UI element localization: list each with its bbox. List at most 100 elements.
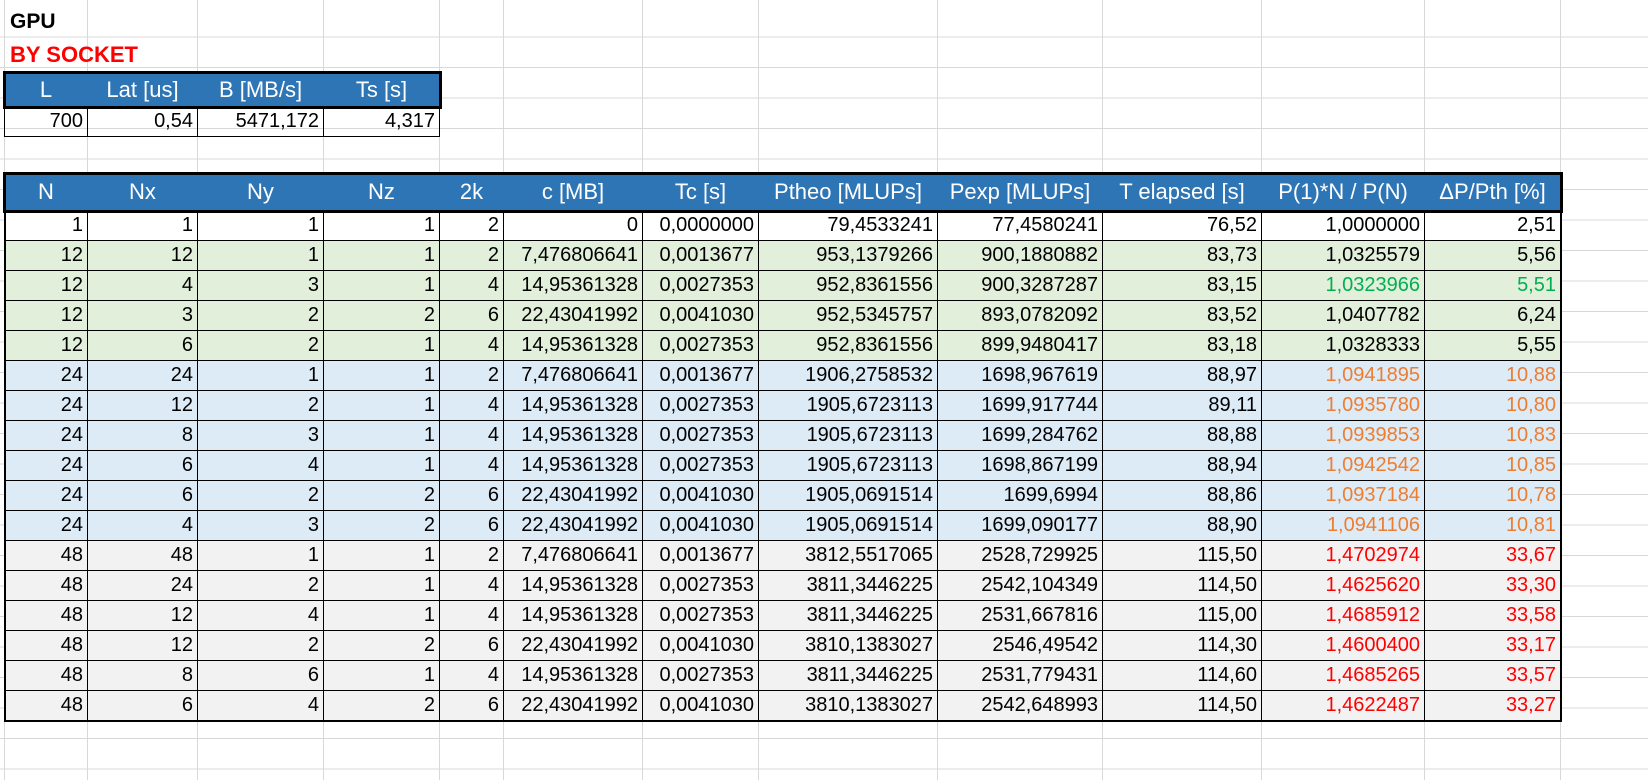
cell-tc[interactable]: 0,0041030 xyxy=(642,630,759,661)
cell-nz[interactable]: 1 xyxy=(323,570,440,601)
cell-delta-p[interactable]: 10,78 xyxy=(1424,480,1561,511)
cell-nz[interactable]: 1 xyxy=(323,390,440,421)
cell-speedup-ratio[interactable]: 1,0325579 xyxy=(1261,240,1425,271)
header-cell-pexp[interactable]: Pexp [MLUPs] xyxy=(937,174,1103,211)
cell-delta-p[interactable]: 10,83 xyxy=(1424,420,1561,451)
cell-nx[interactable]: 6 xyxy=(87,450,198,481)
cell-n[interactable]: 24 xyxy=(4,390,88,421)
cell-delta-p[interactable]: 33,57 xyxy=(1424,660,1561,691)
cell-delta-p[interactable]: 5,56 xyxy=(1424,240,1561,271)
header-cell-2k[interactable]: 2k xyxy=(439,174,504,211)
cell-t-elapsed[interactable]: 88,97 xyxy=(1102,360,1262,391)
cell-c-mb[interactable]: 14,95361328 xyxy=(503,450,643,481)
cell-pexp[interactable]: 900,1880882 xyxy=(937,240,1103,271)
cell-ptheo[interactable]: 1905,6723113 xyxy=(758,390,938,421)
cell-2k[interactable]: 2 xyxy=(439,360,504,391)
cell-nx[interactable]: 6 xyxy=(87,690,198,721)
cell-delta-p[interactable]: 33,67 xyxy=(1424,540,1561,571)
cell-pexp[interactable]: 1699,284762 xyxy=(937,420,1103,451)
cell-nz[interactable]: 2 xyxy=(323,630,440,661)
cell-2k[interactable]: 2 xyxy=(439,540,504,571)
cell-pexp[interactable]: 2531,779431 xyxy=(937,660,1103,691)
cell-pexp[interactable]: 893,0782092 xyxy=(937,300,1103,331)
cell-t-elapsed[interactable]: 114,30 xyxy=(1102,630,1262,661)
cell-ptheo[interactable]: 1905,6723113 xyxy=(758,450,938,481)
cell-t-elapsed[interactable]: 88,88 xyxy=(1102,420,1262,451)
cell-nz[interactable]: 1 xyxy=(323,240,440,271)
cell-pexp[interactable]: 2528,729925 xyxy=(937,540,1103,571)
cell-nx[interactable]: 4 xyxy=(87,510,198,541)
cell-ptheo[interactable]: 1905,0691514 xyxy=(758,510,938,541)
cell-nz[interactable]: 1 xyxy=(323,660,440,691)
cell-n[interactable]: 48 xyxy=(4,570,88,601)
cell-pexp[interactable]: 1699,6994 xyxy=(937,480,1103,511)
cell-ptheo[interactable]: 1906,2758532 xyxy=(758,360,938,391)
cell-n[interactable]: 12 xyxy=(4,240,88,271)
cell-nx[interactable]: 12 xyxy=(87,630,198,661)
cell-delta-p[interactable]: 33,58 xyxy=(1424,600,1561,631)
cell-pexp[interactable]: 77,4580241 xyxy=(937,210,1103,241)
cell-tc[interactable]: 0,0027353 xyxy=(642,270,759,301)
cell-c-mb[interactable]: 22,43041992 xyxy=(503,630,643,661)
cell-2k[interactable]: 4 xyxy=(439,420,504,451)
cell-tc[interactable]: 0,0027353 xyxy=(642,450,759,481)
header-cell-ts[interactable]: Ts [s] xyxy=(323,73,440,107)
cell-nz[interactable]: 1 xyxy=(323,540,440,571)
cell-ptheo[interactable]: 953,1379266 xyxy=(758,240,938,271)
cell-speedup-ratio[interactable]: 1,0407782 xyxy=(1261,300,1425,331)
cell-delta-p[interactable]: 33,30 xyxy=(1424,570,1561,601)
cell-n[interactable]: 48 xyxy=(4,630,88,661)
cell-lat[interactable]: 0,54 xyxy=(87,106,198,137)
header-cell-speedup-ratio[interactable]: P(1)*N / P(N) xyxy=(1261,174,1425,211)
cell-2k[interactable]: 6 xyxy=(439,300,504,331)
cell-c-mb[interactable]: 14,95361328 xyxy=(503,660,643,691)
cell-c-mb[interactable]: 0 xyxy=(503,210,643,241)
header-cell-c-mb[interactable]: c [MB] xyxy=(503,174,643,211)
cell-ny[interactable]: 3 xyxy=(197,270,324,301)
cell-tc[interactable]: 0,0013677 xyxy=(642,540,759,571)
cell-ptheo[interactable]: 3811,3446225 xyxy=(758,660,938,691)
cell-tc[interactable]: 0,0027353 xyxy=(642,330,759,361)
cell-ptheo[interactable]: 3810,1383027 xyxy=(758,690,938,721)
cell-tc[interactable]: 0,0041030 xyxy=(642,510,759,541)
cell-t-elapsed[interactable]: 83,15 xyxy=(1102,270,1262,301)
cell-tc[interactable]: 0,0000000 xyxy=(642,210,759,241)
cell-c-mb[interactable]: 14,95361328 xyxy=(503,390,643,421)
header-cell-b[interactable]: B [MB/s] xyxy=(197,73,324,107)
cell-c-mb[interactable]: 22,43041992 xyxy=(503,300,643,331)
cell-tc[interactable]: 0,0041030 xyxy=(642,690,759,721)
cell-tc[interactable]: 0,0027353 xyxy=(642,660,759,691)
cell-ny[interactable]: 4 xyxy=(197,690,324,721)
cell-speedup-ratio[interactable]: 1,4625620 xyxy=(1261,570,1425,601)
cell-nz[interactable]: 2 xyxy=(323,480,440,511)
cell-c-mb[interactable]: 7,476806641 xyxy=(503,240,643,271)
cell-ny[interactable]: 2 xyxy=(197,630,324,661)
cell-speedup-ratio[interactable]: 1,4685265 xyxy=(1261,660,1425,691)
cell-t-elapsed[interactable]: 83,73 xyxy=(1102,240,1262,271)
cell-n[interactable]: 48 xyxy=(4,540,88,571)
cell-ptheo[interactable]: 3810,1383027 xyxy=(758,630,938,661)
cell-2k[interactable]: 6 xyxy=(439,630,504,661)
cell-n[interactable]: 24 xyxy=(4,420,88,451)
cell-tc[interactable]: 0,0027353 xyxy=(642,390,759,421)
cell-delta-p[interactable]: 5,55 xyxy=(1424,330,1561,361)
cell-2k[interactable]: 4 xyxy=(439,330,504,361)
cell-n[interactable]: 1 xyxy=(4,210,88,241)
cell-pexp[interactable]: 1699,090177 xyxy=(937,510,1103,541)
cell-n[interactable]: 12 xyxy=(4,270,88,301)
cell-c-mb[interactable]: 7,476806641 xyxy=(503,360,643,391)
cell-c-mb[interactable]: 22,43041992 xyxy=(503,510,643,541)
cell-ny[interactable]: 2 xyxy=(197,570,324,601)
cell-ny[interactable]: 2 xyxy=(197,330,324,361)
cell-pexp[interactable]: 1699,917744 xyxy=(937,390,1103,421)
cell-speedup-ratio[interactable]: 1,4622487 xyxy=(1261,690,1425,721)
cell-speedup-ratio[interactable]: 1,0941895 xyxy=(1261,360,1425,391)
cell-nx[interactable]: 4 xyxy=(87,270,198,301)
cell-nz[interactable]: 1 xyxy=(323,210,440,241)
header-cell-tc[interactable]: Tc [s] xyxy=(642,174,759,211)
cell-t-elapsed[interactable]: 114,50 xyxy=(1102,570,1262,601)
cell-l[interactable]: 700 xyxy=(4,106,88,137)
cell-t-elapsed[interactable]: 83,52 xyxy=(1102,300,1262,331)
cell-n[interactable]: 12 xyxy=(4,300,88,331)
cell-ny[interactable]: 3 xyxy=(197,420,324,451)
